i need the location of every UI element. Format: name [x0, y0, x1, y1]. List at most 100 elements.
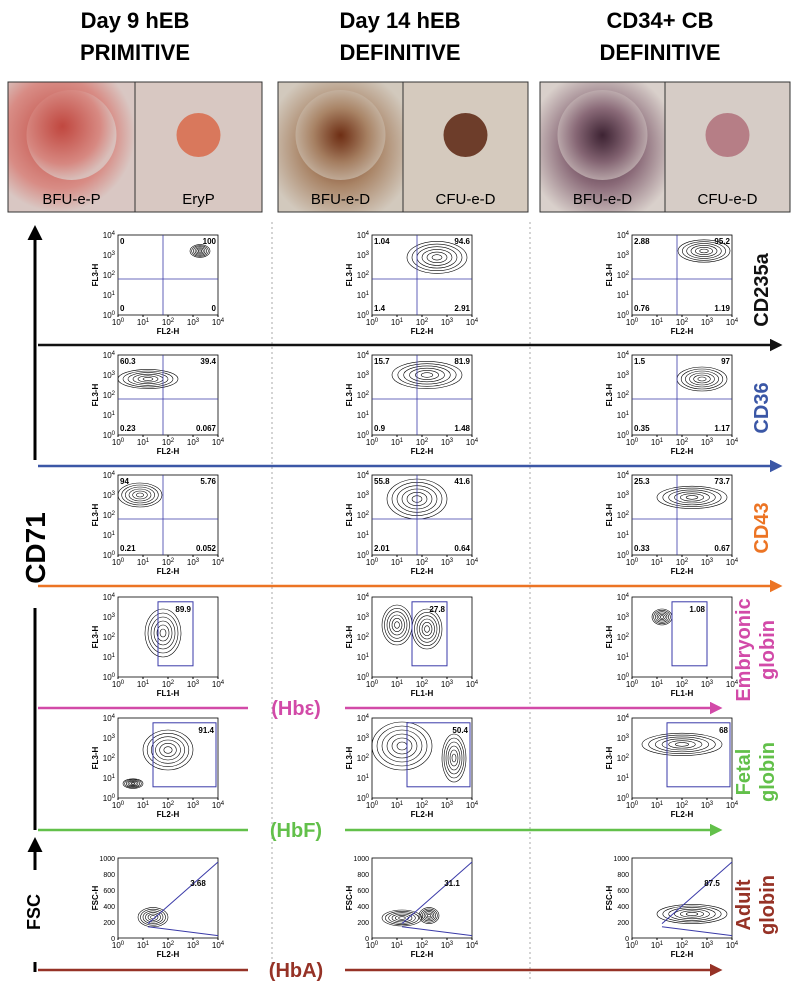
tick-base: 10: [357, 251, 366, 260]
contour: [422, 909, 436, 922]
gate: [147, 861, 219, 924]
population-percent: 0.35: [634, 424, 650, 433]
tick-label: 102: [617, 391, 630, 400]
tick-label: 103: [187, 318, 200, 327]
tick-exponent: 4: [735, 438, 739, 444]
column-title: DEFINITIVE: [599, 40, 720, 65]
tick-exponent: 4: [475, 801, 479, 807]
tick-base: 10: [391, 941, 400, 950]
tick-exponent: 0: [375, 438, 379, 444]
tick-exponent: 0: [121, 801, 125, 807]
tick-base: 10: [617, 633, 626, 642]
contour: [159, 628, 167, 638]
tick-label: 104: [466, 801, 479, 810]
tick-base: 10: [357, 673, 366, 682]
tick-exponent: 1: [366, 291, 370, 297]
tick-base: 10: [441, 941, 450, 950]
tick-exponent: 0: [112, 794, 116, 800]
tick-label: 102: [357, 754, 370, 763]
tick-base: 10: [626, 801, 635, 810]
contour: [127, 780, 139, 787]
tick-exponent: 2: [171, 318, 175, 324]
population-percent: 15.7: [374, 357, 390, 366]
tick-label: 100: [617, 311, 630, 320]
y-axis-label: FL3-H: [345, 746, 354, 769]
population-percent: 95.2: [714, 237, 730, 246]
tick-label: 100: [103, 673, 116, 682]
tick-base: 10: [137, 438, 146, 447]
tick-exponent: 0: [626, 794, 630, 800]
x-axis-label: FL2-H: [671, 567, 694, 576]
tick-base: 10: [137, 941, 146, 950]
tick-exponent: 1: [112, 531, 116, 537]
tick-label: 100: [626, 941, 639, 950]
tick-base: 10: [366, 801, 375, 810]
tick-label: 101: [103, 411, 116, 420]
y-axis-label: FSC-H: [345, 886, 354, 911]
tick-label: 100: [112, 438, 125, 447]
tick-label: 103: [187, 558, 200, 567]
tick-exponent: 3: [450, 801, 454, 807]
tick-label: 100: [617, 431, 630, 440]
tick-exponent: 0: [626, 551, 630, 557]
tick-exponent: 0: [366, 311, 370, 317]
contour: [431, 254, 443, 261]
tick-label: 100: [357, 431, 370, 440]
tick-exponent: 0: [635, 558, 639, 564]
facs-plot: 100 101 102 103 104100101102103104FL2-HFL3-H…: [345, 231, 479, 336]
contour: [655, 611, 669, 623]
contour: [397, 363, 457, 387]
tick-base: 10: [726, 680, 735, 689]
tick-exponent: 4: [221, 941, 225, 947]
tick-exponent: 3: [710, 680, 714, 686]
tick-exponent: 3: [196, 558, 200, 564]
tick-base: 10: [701, 558, 710, 567]
tick-exponent: 2: [112, 754, 116, 760]
y-axis-label: FL3-H: [605, 503, 614, 526]
x-axis-label: FL1-H: [671, 689, 694, 698]
tick-base: 10: [617, 511, 626, 520]
population-percent: 1.17: [714, 424, 730, 433]
tick-exponent: 0: [635, 941, 639, 947]
row-label: Adult: [733, 879, 755, 930]
tick-exponent: 0: [626, 311, 630, 317]
tick-label: 104: [212, 680, 225, 689]
tick-exponent: 3: [196, 801, 200, 807]
contour: [121, 484, 159, 506]
tick-base: 10: [103, 291, 112, 300]
tick-label: 104: [357, 351, 370, 360]
row-label: CD36: [751, 382, 773, 433]
row-label: CD43: [751, 502, 773, 553]
tick-label: 103: [103, 251, 116, 260]
contour: [151, 736, 185, 764]
gate: [666, 722, 731, 788]
tick-exponent: 4: [735, 801, 739, 807]
tick-exponent: 1: [626, 411, 630, 417]
tick-label: 103: [187, 941, 200, 950]
contour: [127, 372, 169, 386]
tick-exponent: 2: [626, 633, 630, 639]
population-percent: 1.48: [454, 424, 470, 433]
tick-exponent: 0: [635, 318, 639, 324]
tick-label: 103: [357, 371, 370, 380]
tick-exponent: 4: [626, 714, 630, 720]
tick-exponent: 1: [660, 558, 664, 564]
tick-label: 600: [617, 888, 629, 895]
colony: [295, 90, 386, 180]
tick-label: 101: [103, 774, 116, 783]
tick-exponent: 3: [196, 941, 200, 947]
tick-label: 0: [111, 936, 115, 943]
contour: [697, 376, 707, 382]
tick-exponent: 1: [660, 680, 664, 686]
tick-base: 10: [617, 251, 626, 260]
axis-label: FSC: [24, 894, 44, 930]
tick-label: 104: [466, 318, 479, 327]
contour: [137, 375, 159, 383]
population-percent: 87.5: [704, 879, 720, 888]
tick-base: 10: [137, 558, 146, 567]
population-percent: 2.88: [634, 237, 650, 246]
tick-base: 10: [366, 438, 375, 447]
tick-exponent: 4: [475, 438, 479, 444]
tick-label: 100: [626, 558, 639, 567]
tick-base: 10: [441, 801, 450, 810]
